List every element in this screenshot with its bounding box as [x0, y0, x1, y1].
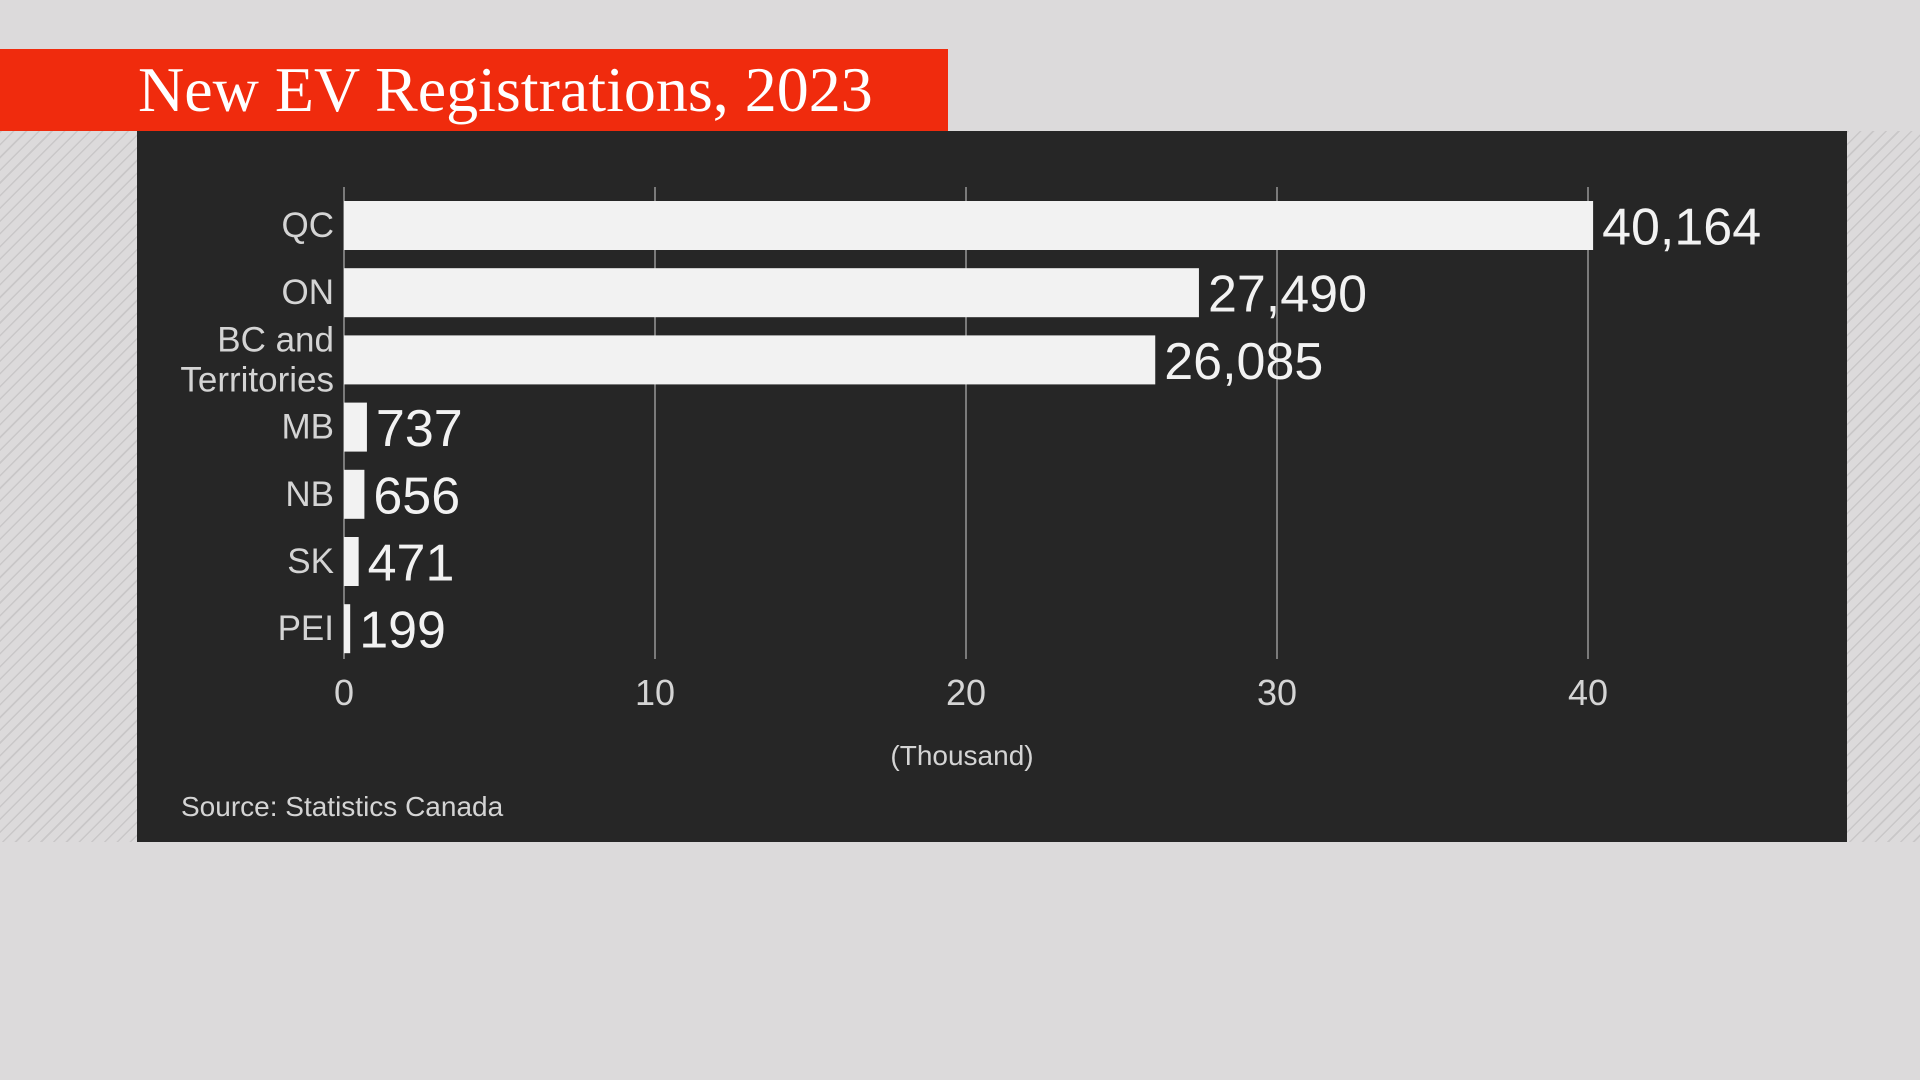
bar-on: [344, 268, 1199, 318]
data-label: 26,085: [1164, 333, 1323, 391]
x-tick-label: 10: [635, 672, 675, 713]
hatch-decoration-right: [1847, 131, 1920, 842]
bar-nb: [344, 469, 365, 519]
bar-mb: [344, 402, 367, 452]
chart-title: New EV Registrations, 2023: [138, 54, 873, 125]
category-label: MB: [282, 408, 335, 447]
data-label: 737: [376, 400, 463, 458]
data-label: 40,164: [1602, 199, 1761, 257]
x-tick-label: 30: [1257, 672, 1297, 713]
category-label: Territories: [180, 360, 334, 399]
chart-panel: QC ON BC and Territories MB NB SK PEI 40,164 27,…: [137, 131, 1847, 842]
category-label: BC and: [217, 320, 334, 359]
x-tick-labels: 0 10 20 30 40: [334, 672, 1608, 713]
data-label: 656: [373, 467, 460, 525]
bar-bc-and-territories: [344, 335, 1156, 385]
data-label: 27,490: [1208, 266, 1367, 324]
bar-pei: [344, 604, 351, 654]
source-note: Source: Statistics Canada: [181, 791, 504, 822]
x-tick-label: 0: [334, 672, 354, 713]
category-label: NB: [285, 475, 334, 514]
gridlines: [343, 187, 1589, 659]
bars: [344, 201, 1594, 654]
x-tick-label: 20: [946, 672, 986, 713]
x-tick-label: 40: [1568, 672, 1608, 713]
category-label: ON: [282, 273, 335, 312]
category-label: PEI: [278, 609, 334, 648]
category-label: SK: [287, 542, 334, 581]
bar-qc: [344, 201, 1594, 250]
category-label: QC: [282, 206, 335, 245]
data-label: 199: [359, 602, 446, 660]
x-axis-label: (Thousand): [890, 740, 1033, 771]
data-labels: 40,164 27,490 26,085 737 656 471 199: [359, 199, 1761, 660]
bar-sk: [344, 537, 359, 586]
data-label: 471: [368, 535, 455, 593]
title-banner: New EV Registrations, 2023: [0, 49, 948, 131]
hatch-decoration-left: [0, 131, 137, 842]
